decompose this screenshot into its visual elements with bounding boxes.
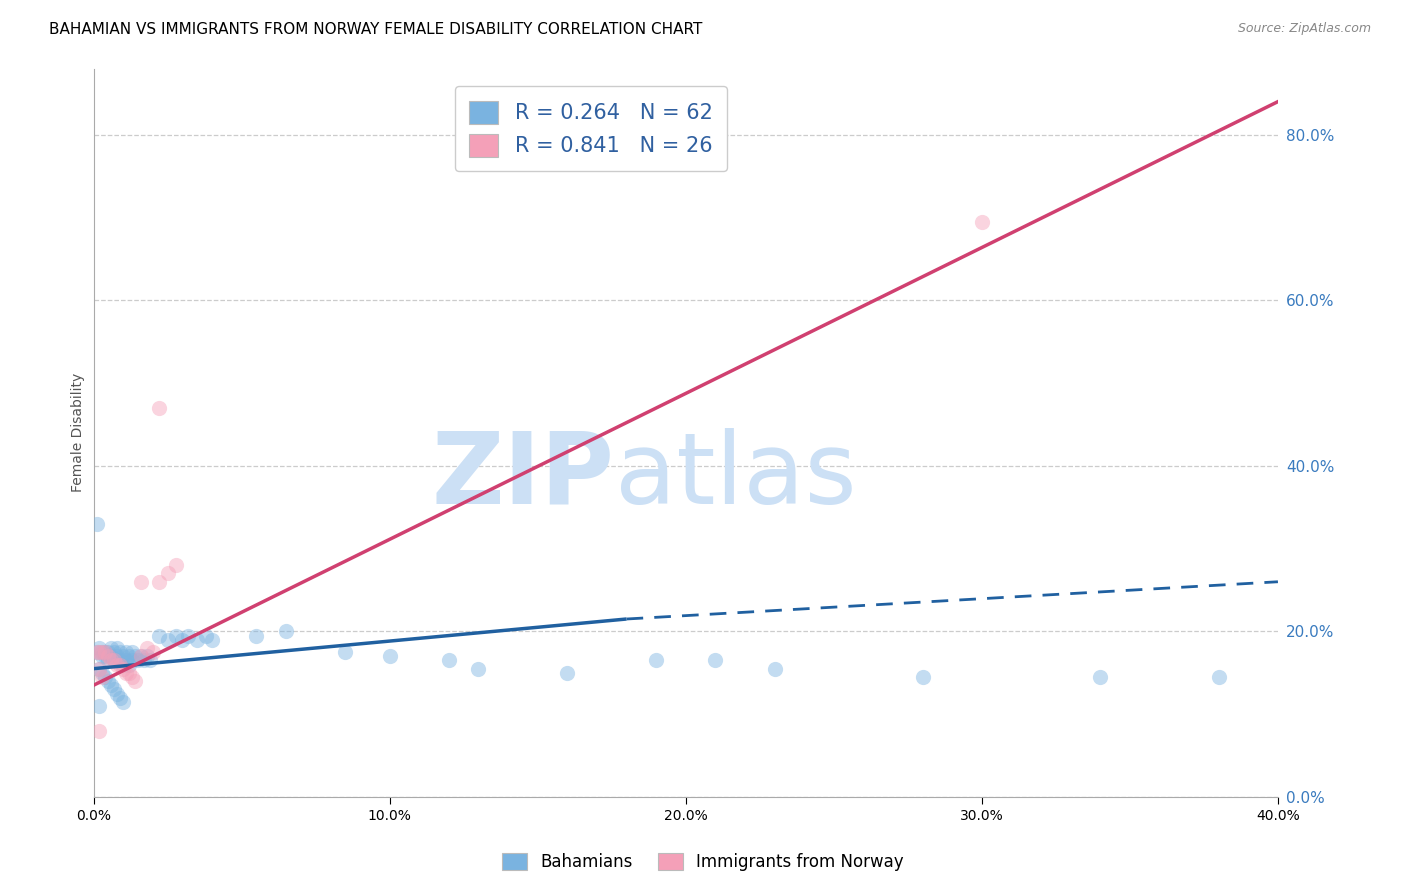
Point bbox=[148, 401, 170, 415]
Point bbox=[121, 670, 143, 684]
Point bbox=[110, 653, 132, 667]
Point bbox=[201, 632, 224, 647]
Point bbox=[105, 649, 128, 664]
Point bbox=[91, 665, 114, 680]
Point bbox=[91, 670, 114, 684]
Point bbox=[112, 662, 135, 676]
Point bbox=[195, 629, 218, 643]
Point bbox=[135, 649, 157, 664]
Point bbox=[172, 632, 194, 647]
Point bbox=[118, 657, 141, 672]
Point bbox=[335, 645, 357, 659]
Point bbox=[89, 698, 111, 713]
Point bbox=[177, 629, 200, 643]
Point bbox=[555, 665, 578, 680]
Point bbox=[166, 558, 188, 573]
Point bbox=[105, 640, 128, 655]
Point bbox=[97, 653, 120, 667]
Point bbox=[124, 649, 146, 664]
Point bbox=[91, 645, 114, 659]
Point bbox=[105, 657, 128, 672]
Point bbox=[118, 665, 141, 680]
Legend: R = 0.264   N = 62, R = 0.841   N = 26: R = 0.264 N = 62, R = 0.841 N = 26 bbox=[454, 87, 727, 171]
Point bbox=[245, 629, 267, 643]
Point bbox=[89, 723, 111, 738]
Point bbox=[156, 632, 179, 647]
Point bbox=[97, 645, 120, 659]
Point bbox=[89, 645, 111, 659]
Text: BAHAMIAN VS IMMIGRANTS FROM NORWAY FEMALE DISABILITY CORRELATION CHART: BAHAMIAN VS IMMIGRANTS FROM NORWAY FEMAL… bbox=[49, 22, 703, 37]
Point bbox=[1090, 670, 1112, 684]
Point bbox=[94, 645, 117, 659]
Point bbox=[103, 682, 125, 697]
Point bbox=[970, 215, 993, 229]
Point bbox=[121, 645, 143, 659]
Y-axis label: Female Disability: Female Disability bbox=[72, 373, 86, 492]
Point bbox=[100, 640, 122, 655]
Point bbox=[132, 653, 155, 667]
Point bbox=[437, 653, 460, 667]
Point bbox=[378, 649, 401, 664]
Point bbox=[186, 632, 208, 647]
Point bbox=[467, 662, 489, 676]
Point bbox=[91, 649, 114, 664]
Point bbox=[105, 686, 128, 700]
Point bbox=[129, 649, 152, 664]
Point bbox=[100, 678, 122, 692]
Point bbox=[148, 574, 170, 589]
Point bbox=[86, 516, 108, 531]
Point bbox=[118, 649, 141, 664]
Point bbox=[97, 649, 120, 664]
Point bbox=[100, 649, 122, 664]
Point bbox=[103, 653, 125, 667]
Point bbox=[115, 665, 138, 680]
Legend: Bahamians, Immigrants from Norway: Bahamians, Immigrants from Norway bbox=[494, 845, 912, 880]
Point bbox=[103, 653, 125, 667]
Point bbox=[94, 670, 117, 684]
Text: atlas: atlas bbox=[614, 428, 856, 525]
Point bbox=[110, 645, 132, 659]
Point bbox=[112, 657, 135, 672]
Point bbox=[89, 662, 111, 676]
Point bbox=[100, 653, 122, 667]
Point bbox=[110, 657, 132, 672]
Point bbox=[645, 653, 668, 667]
Point bbox=[911, 670, 934, 684]
Point bbox=[142, 645, 165, 659]
Point bbox=[112, 695, 135, 709]
Point bbox=[121, 653, 143, 667]
Point bbox=[1208, 670, 1230, 684]
Point bbox=[166, 629, 188, 643]
Point bbox=[103, 645, 125, 659]
Point bbox=[91, 645, 114, 659]
Point bbox=[86, 645, 108, 659]
Point bbox=[94, 649, 117, 664]
Point bbox=[112, 649, 135, 664]
Point bbox=[110, 690, 132, 705]
Point bbox=[135, 640, 157, 655]
Point bbox=[89, 662, 111, 676]
Text: Source: ZipAtlas.com: Source: ZipAtlas.com bbox=[1237, 22, 1371, 36]
Point bbox=[148, 629, 170, 643]
Point bbox=[274, 624, 297, 639]
Point bbox=[115, 645, 138, 659]
Point bbox=[156, 566, 179, 581]
Point bbox=[763, 662, 786, 676]
Point bbox=[124, 674, 146, 689]
Point bbox=[115, 653, 138, 667]
Point bbox=[89, 640, 111, 655]
Point bbox=[139, 653, 162, 667]
Point bbox=[94, 645, 117, 659]
Point bbox=[129, 649, 152, 664]
Point bbox=[127, 653, 149, 667]
Text: ZIP: ZIP bbox=[432, 428, 614, 525]
Point bbox=[704, 653, 727, 667]
Point bbox=[97, 674, 120, 689]
Point bbox=[86, 645, 108, 659]
Point bbox=[129, 574, 152, 589]
